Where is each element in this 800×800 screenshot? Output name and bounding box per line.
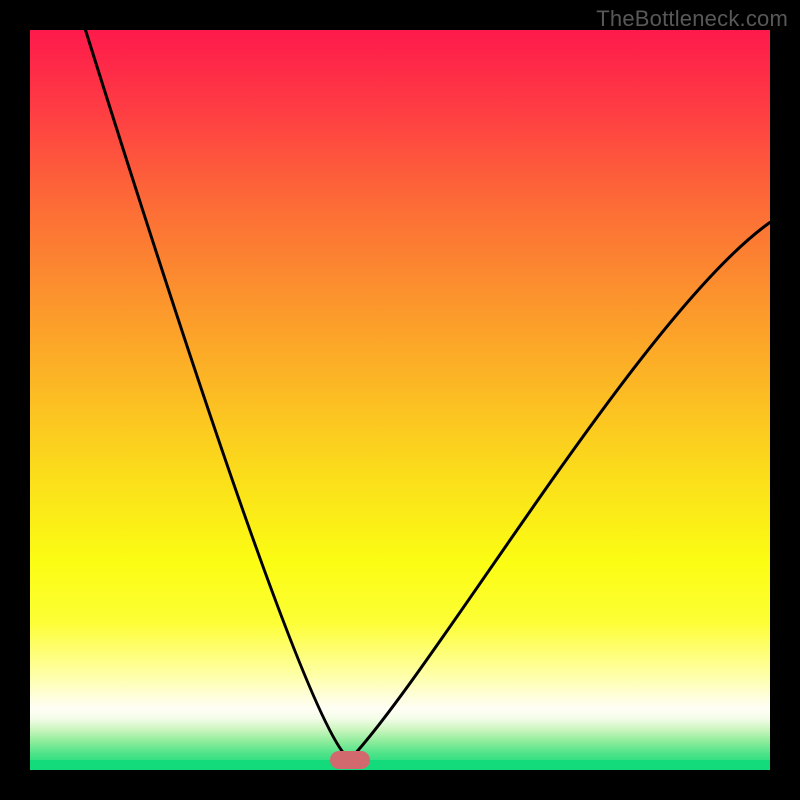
plot-area xyxy=(30,30,770,770)
watermark-text: TheBottleneck.com xyxy=(596,6,788,32)
bottleneck-curve xyxy=(30,30,770,770)
chart-root: { "watermark": "TheBottleneck.com", "fra… xyxy=(0,0,800,800)
optimum-marker xyxy=(330,751,370,769)
